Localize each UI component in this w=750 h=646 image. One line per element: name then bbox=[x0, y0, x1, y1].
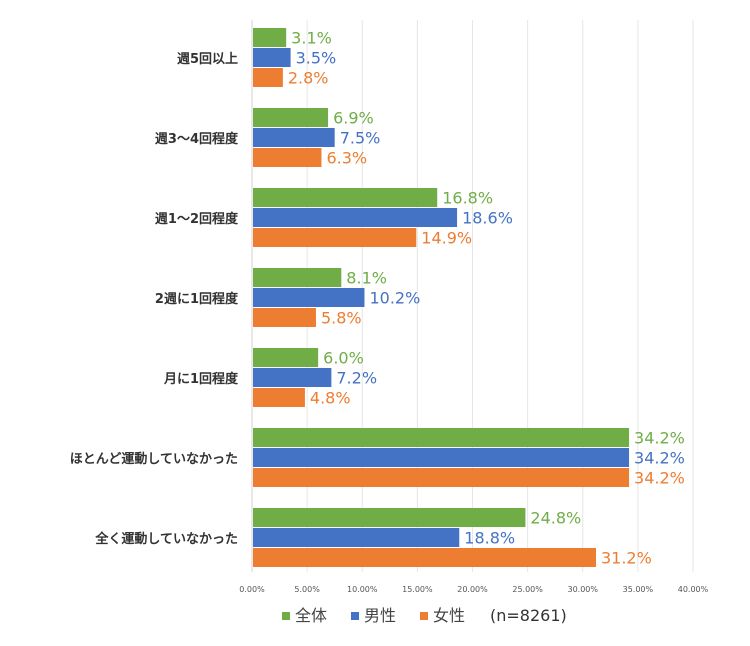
data-label: 18.6% bbox=[462, 209, 513, 228]
data-label: 18.8% bbox=[464, 529, 515, 548]
category-label: 週3～4回程度 bbox=[155, 131, 239, 147]
data-label: 34.2% bbox=[634, 449, 685, 468]
data-label: 24.8% bbox=[530, 509, 581, 528]
bar bbox=[253, 268, 342, 287]
x-tick-label: 10.00% bbox=[347, 585, 378, 594]
category-label: 週1～2回程度 bbox=[155, 211, 239, 227]
bar bbox=[253, 468, 630, 487]
data-label: 16.8% bbox=[442, 189, 493, 208]
bar bbox=[253, 348, 319, 367]
sample-size-note: (n=8261) bbox=[490, 606, 567, 625]
bar bbox=[253, 108, 329, 127]
data-label: 3.1% bbox=[291, 29, 332, 48]
bars: 3.1%3.5%2.8% 6.9%7.5%6.3% 16.8%18.6%14.9% 8… bbox=[253, 28, 685, 568]
category-label: 全く運動していなかった bbox=[94, 531, 238, 547]
bar bbox=[253, 448, 630, 467]
category-label: 月に1回程度 bbox=[163, 371, 239, 387]
x-tick-label: 25.00% bbox=[512, 585, 543, 594]
category-label: 2週に1回程度 bbox=[155, 291, 239, 307]
bar bbox=[253, 288, 365, 307]
bar bbox=[253, 48, 291, 67]
bar bbox=[253, 528, 460, 547]
bar bbox=[253, 188, 438, 207]
x-tick-label: 20.00% bbox=[457, 585, 488, 594]
bar bbox=[253, 28, 287, 47]
bar bbox=[253, 68, 283, 87]
bar bbox=[253, 128, 335, 147]
bar bbox=[253, 208, 458, 227]
data-label: 2.8% bbox=[288, 69, 329, 88]
x-tick-label: 0.00% bbox=[239, 585, 265, 594]
data-label: 34.2% bbox=[634, 429, 685, 448]
x-tick-label: 15.00% bbox=[402, 585, 433, 594]
x-tick-label: 35.00% bbox=[623, 585, 654, 594]
x-tick-label: 30.00% bbox=[567, 585, 598, 594]
legend-label: 女性 bbox=[433, 606, 465, 625]
axis: 0.00% 5.00% 10.00% 15.00% 20.00% 25.00% 30.00%… bbox=[70, 20, 709, 594]
x-tick-label: 40.00% bbox=[678, 585, 709, 594]
bar bbox=[253, 228, 417, 247]
data-label: 7.5% bbox=[340, 129, 381, 148]
legend: 全体 男性 女性 (n=8261) bbox=[282, 606, 567, 625]
x-tick-label: 5.00% bbox=[294, 585, 320, 594]
data-label: 8.1% bbox=[346, 269, 387, 288]
legend-label: 全体 bbox=[295, 606, 327, 625]
data-label: 7.2% bbox=[336, 369, 377, 388]
bar bbox=[253, 548, 596, 567]
data-label: 31.2% bbox=[601, 549, 652, 568]
bar bbox=[253, 508, 526, 527]
data-label: 4.8% bbox=[310, 389, 351, 408]
legend-swatch bbox=[282, 612, 290, 620]
data-label: 5.8% bbox=[321, 309, 362, 328]
legend-swatch bbox=[351, 612, 359, 620]
bar bbox=[253, 308, 316, 327]
data-label: 14.9% bbox=[421, 229, 472, 248]
data-label: 34.2% bbox=[634, 469, 685, 488]
data-label: 6.3% bbox=[326, 149, 367, 168]
category-label: ほとんど運動していなかった bbox=[70, 451, 238, 467]
data-label: 6.0% bbox=[323, 349, 364, 368]
data-label: 6.9% bbox=[333, 109, 374, 128]
legend-swatch bbox=[420, 612, 428, 620]
legend-label: 男性 bbox=[364, 606, 396, 625]
data-label: 3.5% bbox=[296, 49, 337, 68]
bar bbox=[253, 428, 630, 447]
bar bbox=[253, 388, 305, 407]
bar bbox=[253, 148, 322, 167]
category-label: 週5回以上 bbox=[177, 52, 238, 67]
data-label: 10.2% bbox=[369, 289, 420, 308]
bar bbox=[253, 368, 332, 387]
